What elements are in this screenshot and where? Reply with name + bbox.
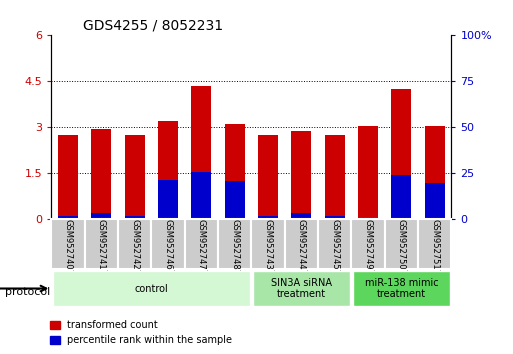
FancyBboxPatch shape <box>185 219 218 269</box>
Bar <box>91 129 111 219</box>
Bar <box>58 216 78 219</box>
Text: control: control <box>134 284 168 293</box>
Bar <box>91 213 111 219</box>
Text: GSM952751: GSM952751 <box>430 219 439 270</box>
Bar <box>158 179 178 219</box>
Bar <box>125 135 145 219</box>
FancyBboxPatch shape <box>418 219 451 269</box>
Text: GSM952748: GSM952748 <box>230 219 239 270</box>
Bar <box>391 89 411 219</box>
Bar <box>291 131 311 219</box>
Bar <box>425 126 445 219</box>
Text: GSM952750: GSM952750 <box>397 219 406 270</box>
Text: GSM952742: GSM952742 <box>130 219 139 270</box>
Bar <box>191 172 211 219</box>
FancyBboxPatch shape <box>85 219 118 269</box>
FancyBboxPatch shape <box>53 271 250 306</box>
FancyBboxPatch shape <box>353 271 450 306</box>
Text: GDS4255 / 8052231: GDS4255 / 8052231 <box>83 19 224 33</box>
Bar <box>58 135 78 219</box>
Text: GSM952743: GSM952743 <box>264 219 272 270</box>
Text: GSM952740: GSM952740 <box>64 219 72 270</box>
Text: GSM952741: GSM952741 <box>97 219 106 270</box>
Text: miR-138 mimic
treatment: miR-138 mimic treatment <box>365 278 438 299</box>
Text: protocol: protocol <box>5 287 50 297</box>
Bar <box>125 216 145 219</box>
Text: GSM952749: GSM952749 <box>364 219 372 270</box>
Bar <box>391 175 411 219</box>
FancyBboxPatch shape <box>253 271 350 306</box>
Text: GSM952744: GSM952744 <box>297 219 306 270</box>
FancyBboxPatch shape <box>351 219 385 269</box>
Text: GSM952747: GSM952747 <box>197 219 206 270</box>
Bar <box>291 213 311 219</box>
FancyBboxPatch shape <box>385 219 418 269</box>
Bar <box>191 86 211 219</box>
FancyBboxPatch shape <box>218 219 251 269</box>
Text: GSM952745: GSM952745 <box>330 219 339 270</box>
Bar <box>225 124 245 219</box>
Bar <box>158 121 178 219</box>
Bar <box>325 216 345 219</box>
FancyBboxPatch shape <box>118 219 151 269</box>
Bar <box>258 135 278 219</box>
FancyBboxPatch shape <box>251 219 285 269</box>
Text: SIN3A siRNA
treatment: SIN3A siRNA treatment <box>271 278 332 299</box>
Text: GSM952746: GSM952746 <box>164 219 172 270</box>
Bar <box>325 135 345 219</box>
Bar <box>425 183 445 219</box>
FancyBboxPatch shape <box>51 219 85 269</box>
Legend: transformed count, percentile rank within the sample: transformed count, percentile rank withi… <box>46 316 236 349</box>
Bar <box>358 218 378 219</box>
FancyBboxPatch shape <box>151 219 185 269</box>
FancyBboxPatch shape <box>318 219 351 269</box>
FancyBboxPatch shape <box>285 219 318 269</box>
Bar <box>258 216 278 219</box>
Bar <box>225 181 245 219</box>
Bar <box>358 126 378 219</box>
